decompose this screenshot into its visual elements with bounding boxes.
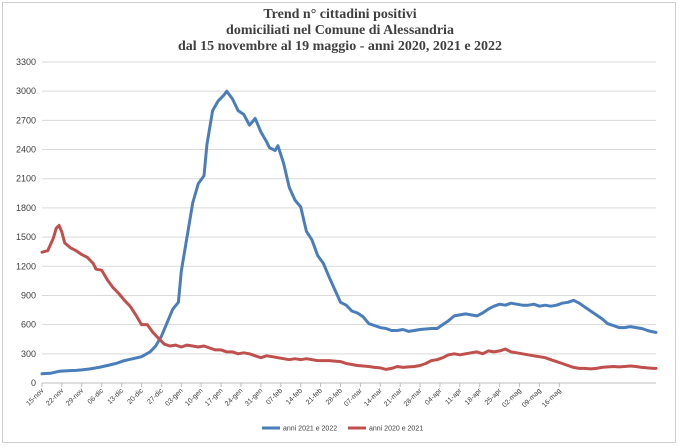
x-tick-label: 14-mar xyxy=(363,387,384,408)
x-tick-label: 29-nov xyxy=(65,387,85,407)
x-tick-label: 20-dic xyxy=(126,387,145,406)
y-tick-label: 2700 xyxy=(16,115,36,125)
x-tick-label: 24-gen xyxy=(224,387,244,407)
x-tick-label: 03-gen xyxy=(164,387,184,407)
legend: anni 2021 e 2022 anni 2020 e 2021 xyxy=(262,426,423,433)
chart-title-line-1: Trend n° cittadini positivi xyxy=(263,7,417,22)
y-tick-label: 900 xyxy=(21,290,36,300)
y-tick-label: 1800 xyxy=(16,203,36,213)
legend-label: anni 2021 e 2022 xyxy=(283,426,337,433)
x-axis: 15-nov 22-nov 29-nov 06-dic 13-dic 20-dic 27-d… xyxy=(25,383,563,409)
series-line xyxy=(40,223,658,371)
chart-frame xyxy=(2,2,676,443)
x-tick-label: 28-mar xyxy=(403,387,424,408)
x-tick-label: 09-mag xyxy=(521,387,543,409)
series-lines xyxy=(40,89,658,376)
y-tick-label: 3000 xyxy=(16,86,36,96)
y-tick-label: 1200 xyxy=(16,261,36,271)
chart-title-line-2: domiciliati nel Comune di Alessandria xyxy=(226,23,454,38)
x-tick-label: 06-dic xyxy=(87,387,106,406)
x-tick-label: 13-dic xyxy=(107,387,126,406)
x-tick-label: 11-apr xyxy=(444,387,463,406)
legend-label: anni 2020 e 2021 xyxy=(369,426,423,433)
y-tick-label: 0 xyxy=(31,378,36,388)
x-tick-label: 27-dic xyxy=(146,387,165,406)
y-tick-label: 300 xyxy=(21,349,36,359)
x-tick-label: 02-mag xyxy=(501,387,523,409)
x-tick-label: 17-gen xyxy=(204,387,224,407)
x-tick-label: 28-feb xyxy=(325,387,344,406)
x-tick-label: 04-apr xyxy=(424,387,444,407)
x-tick-label: 21-mar xyxy=(383,387,404,408)
x-tick-label: 18-apr xyxy=(464,387,484,407)
x-tick-label: 15-nov xyxy=(25,387,45,407)
y-tick-label: 2100 xyxy=(16,174,36,184)
y-tick-label: 600 xyxy=(21,320,36,330)
y-tick-label: 3300 xyxy=(16,57,36,67)
y-axis: 0 300 600 900 1200 1500 1800 2100 2400 2700 3000 33… xyxy=(16,57,36,388)
y-tick-label: 1500 xyxy=(16,232,36,242)
series-line xyxy=(40,89,658,376)
x-tick-label: 07-mar xyxy=(343,387,364,408)
grid-lines xyxy=(42,61,656,384)
x-tick-label: 21-feb xyxy=(305,387,324,406)
x-tick-label: 10-gen xyxy=(184,387,204,407)
x-tick-label: 16-mag xyxy=(541,387,563,409)
x-tick-label: 22-nov xyxy=(45,387,65,407)
y-tick-label: 2400 xyxy=(16,145,36,155)
x-tick-label: 31-gen xyxy=(244,387,264,407)
chart-title-line-3: dal 15 novembre al 19 maggio - anni 2020… xyxy=(177,39,503,54)
x-tick-label: 14-feb xyxy=(285,387,304,406)
x-tick-label: 07-feb xyxy=(265,387,284,406)
